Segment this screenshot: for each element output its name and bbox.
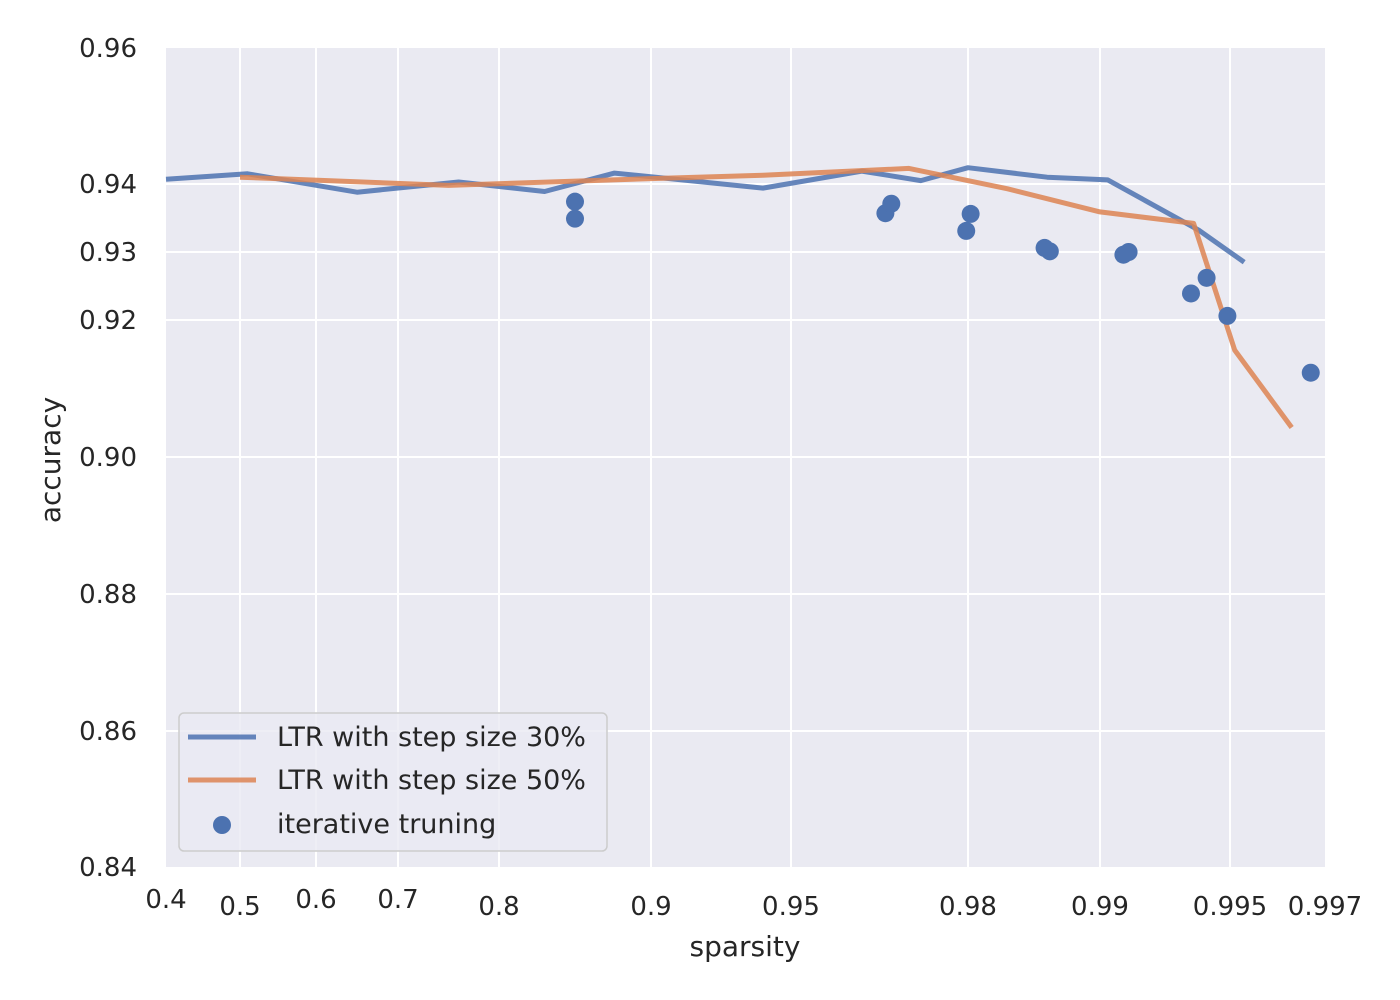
x-tick-label: 0.7 [377,885,418,915]
y-tick-label: 0.94 [79,170,137,200]
x-axis-label: sparsity [690,930,801,963]
x-tick-label: 0.95 [762,892,820,922]
legend: LTR with step size 30% LTR with step siz… [178,712,608,852]
x-tick-label: 0.995 [1193,892,1267,922]
scatter-point [1040,242,1059,261]
y-tick-label: 0.90 [79,443,137,473]
x-tick-label: 0.9 [630,892,671,922]
legend-label-ltr-30: LTR with step size 30% [277,722,586,753]
y-tick-label: 0.96 [79,34,137,64]
scatter-point [566,192,584,211]
x-tick-label: 0.98 [939,892,997,922]
x-tick-label: 0.997 [1288,892,1362,922]
scatter-point [1197,268,1216,287]
x-tick-label: 0.8 [478,892,519,922]
legend-marker-iterative [213,816,231,834]
scatter-point [566,209,584,228]
x-tick-label: 0.99 [1071,892,1129,922]
legend-label-ltr-50: LTR with step size 50% [277,765,586,796]
y-tick-labels: 0.84 0.86 0.88 0.90 0.92 0.93 0.94 0.96 [79,34,137,883]
x-tick-labels: 0.4 0.5 0.6 0.7 0.8 0.9 0.95 0.98 0.99 0.995 0.997 [145,885,1362,922]
y-tick-label: 0.86 [79,717,137,747]
scatter-point [882,194,901,213]
x-tick-label: 0.6 [295,885,336,915]
y-tick-label: 0.88 [79,580,137,610]
scatter-point [1218,306,1237,325]
scatter-point [1182,284,1200,303]
series-layer [165,165,1320,429]
y-tick-label: 0.84 [79,853,137,883]
y-tick-label: 0.93 [79,238,137,268]
x-tick-label: 0.5 [219,892,260,922]
scatter-point [961,204,980,223]
series-line-0 [165,165,1246,265]
y-tick-label: 0.92 [79,306,137,336]
scatter-point [1301,363,1320,382]
legend-frame [178,712,608,852]
scatter-point [1119,243,1138,261]
series-line-1 [239,165,1294,429]
legend-label-iterative: iterative truning [277,809,496,840]
x-tick-label: 0.4 [145,885,186,915]
scatter-point [957,221,976,240]
y-axis-label: accuracy [34,397,67,523]
